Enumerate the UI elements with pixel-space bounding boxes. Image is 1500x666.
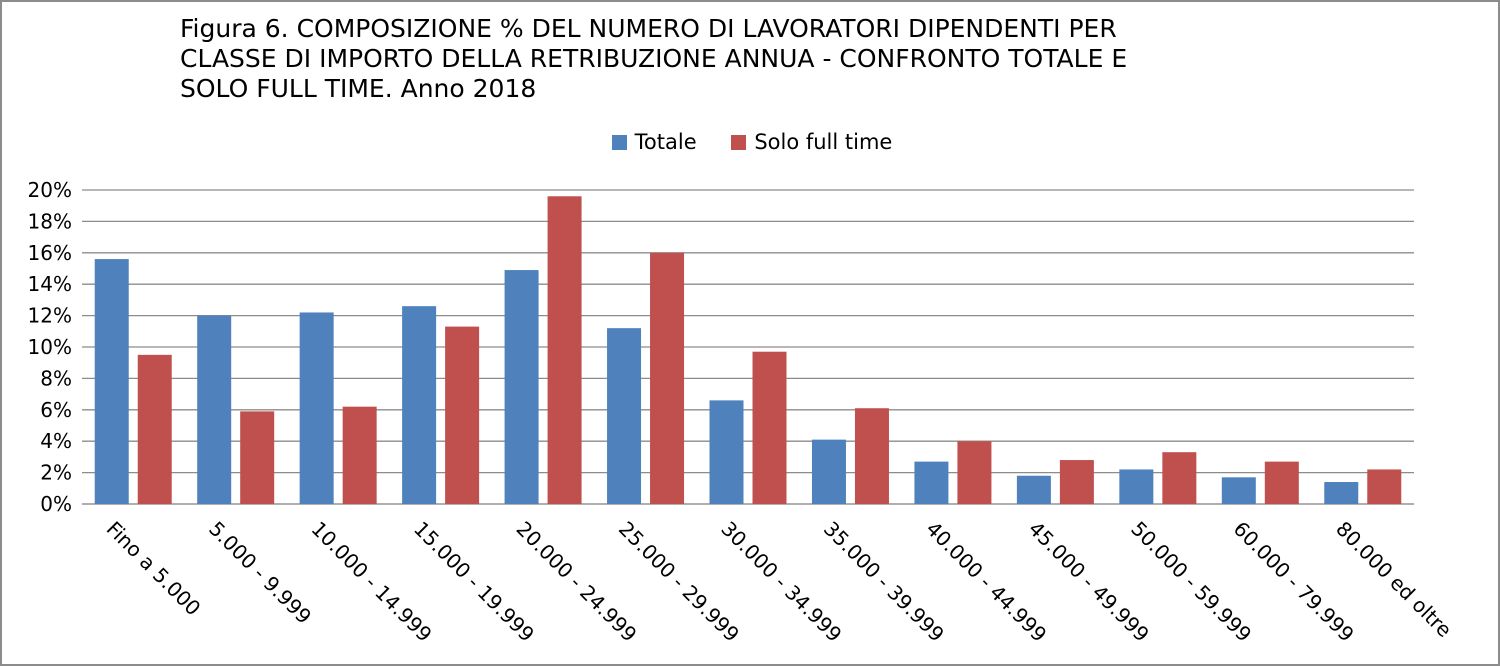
x-tick-label: 5.000 - 9.999 bbox=[204, 517, 316, 629]
bar-totale bbox=[1119, 469, 1154, 504]
bar-full-time bbox=[650, 252, 685, 504]
chart-title-line-1: Figura 6. COMPOSIZIONE % DEL NUMERO DI L… bbox=[180, 14, 1117, 43]
chart-legend: Totale Solo full time bbox=[2, 130, 1498, 155]
y-tick-label: 16% bbox=[28, 241, 72, 265]
bar-full-time bbox=[854, 408, 889, 504]
y-tick-label: 8% bbox=[40, 366, 72, 390]
y-tick-label: 6% bbox=[40, 398, 72, 422]
y-tick-labels: 0% 2% 4% 6% 8% 10% 12% 14% 16% 18% 20% bbox=[28, 178, 72, 516]
legend-label-totale: Totale bbox=[634, 130, 697, 154]
legend-item-full-time: Solo full time bbox=[731, 130, 892, 154]
bar-full-time bbox=[1264, 461, 1299, 504]
legend-label-full-time: Solo full time bbox=[754, 130, 893, 154]
bar-totale bbox=[197, 315, 232, 504]
y-tick-label: 20% bbox=[28, 178, 72, 202]
bar-totale bbox=[94, 259, 129, 504]
bar-full-time bbox=[445, 326, 480, 504]
grid-lines bbox=[82, 189, 1414, 505]
y-tick-label: 2% bbox=[40, 461, 72, 485]
chart-title-line-3: SOLO FULL TIME. Anno 2018 bbox=[180, 74, 537, 103]
legend-swatch-totale bbox=[611, 134, 627, 150]
bar-full-time bbox=[752, 351, 787, 504]
legend-swatch-full-time bbox=[731, 134, 747, 150]
bar-totale bbox=[914, 461, 949, 504]
bar-totale bbox=[1324, 482, 1359, 504]
x-tick-label: Fino a 5.000 bbox=[102, 517, 206, 621]
bar-totale bbox=[709, 400, 744, 504]
bar-full-time bbox=[137, 354, 172, 504]
y-tick-label: 14% bbox=[28, 272, 72, 296]
bar-totale bbox=[1016, 475, 1051, 504]
y-tick-label: 18% bbox=[28, 209, 72, 233]
chart-title: Figura 6. COMPOSIZIONE % DEL NUMERO DI L… bbox=[180, 14, 1380, 104]
bar-totale bbox=[299, 312, 334, 504]
bar-totale bbox=[1221, 477, 1256, 504]
bar-full-time bbox=[1059, 460, 1094, 504]
y-tick-label: 4% bbox=[40, 429, 72, 453]
y-tick-label: 12% bbox=[28, 304, 72, 328]
bar-totale bbox=[402, 306, 437, 504]
bar-full-time bbox=[1367, 469, 1402, 504]
legend-item-totale: Totale bbox=[611, 130, 697, 154]
bar-totale bbox=[504, 270, 539, 504]
bar-full-time bbox=[1162, 452, 1197, 504]
bar-totale bbox=[811, 439, 846, 504]
y-tick-label: 0% bbox=[40, 492, 72, 516]
bars bbox=[94, 196, 1402, 504]
bar-full-time bbox=[547, 196, 582, 504]
bar-totale bbox=[607, 328, 642, 504]
bar-full-time bbox=[957, 441, 992, 504]
y-tick-label: 10% bbox=[28, 335, 72, 359]
bar-full-time bbox=[342, 406, 377, 504]
chart-title-line-2: CLASSE DI IMPORTO DELLA RETRIBUZIONE ANN… bbox=[180, 44, 1128, 73]
bar-full-time bbox=[240, 411, 275, 504]
